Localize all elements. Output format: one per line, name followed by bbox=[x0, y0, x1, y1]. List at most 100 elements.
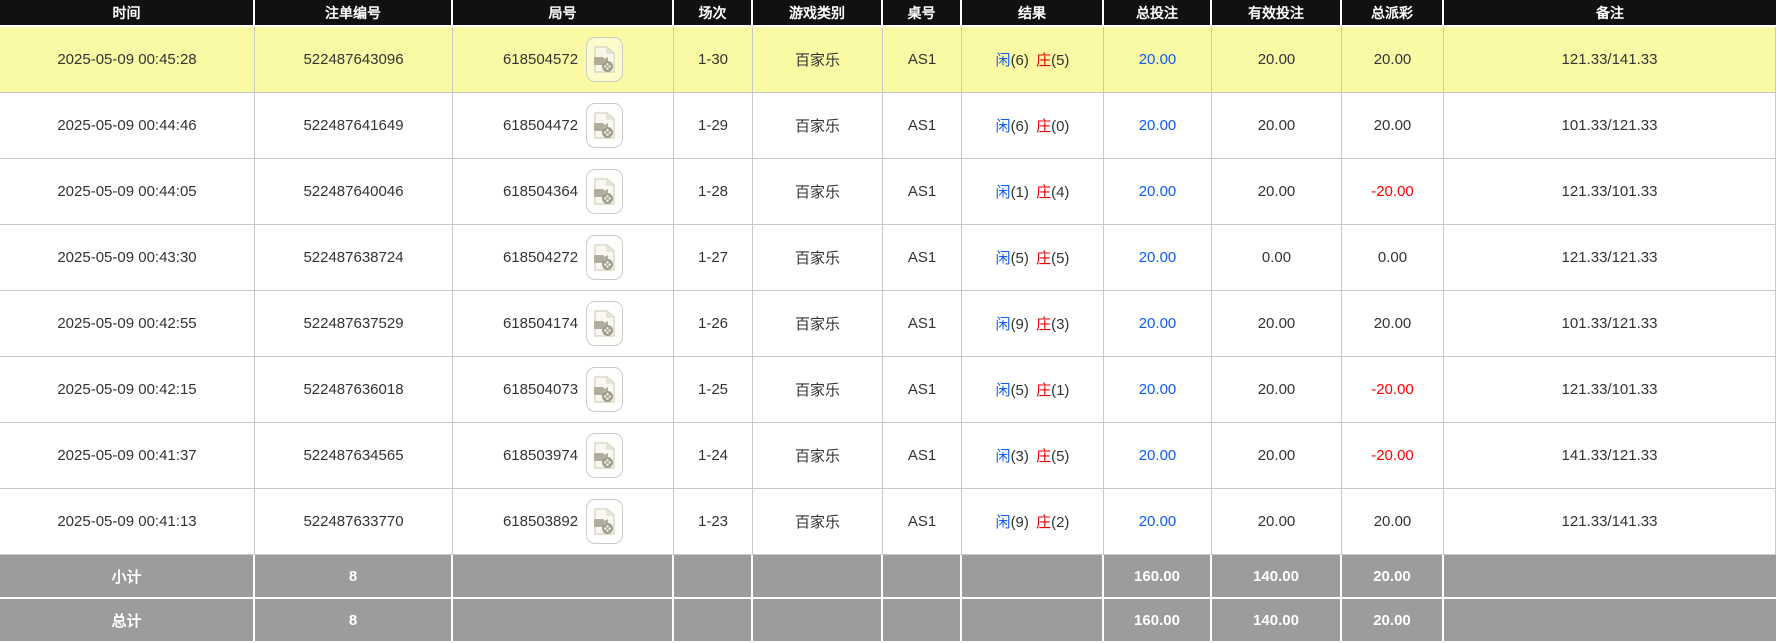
cell-round-id: 618504073 bbox=[453, 357, 674, 423]
round-id-group: 618504364 bbox=[457, 169, 669, 214]
result-player-score: (5) bbox=[1010, 382, 1029, 399]
subtotal-row: 小计 8 160.00 140.00 20.00 bbox=[0, 555, 1776, 599]
cell-round-id: 618504572 bbox=[453, 27, 674, 93]
round-id-group: 618504572 bbox=[457, 37, 669, 82]
total-bet-link[interactable]: 20.00 bbox=[1138, 117, 1177, 134]
col-header-game-type: 游戏类别 bbox=[753, 0, 883, 27]
total-label: 总计 bbox=[0, 599, 255, 643]
cell-time: 2025-05-09 00:41:37 bbox=[0, 423, 255, 489]
table-row[interactable]: 2025-05-09 00:44:46 522487641649 6185044… bbox=[0, 93, 1776, 159]
result-player-label: 闲 bbox=[995, 118, 1011, 135]
col-header-result: 结果 bbox=[962, 0, 1104, 27]
table-row[interactable]: 2025-05-09 00:43:30 522487638724 6185042… bbox=[0, 225, 1776, 291]
cell-bet-id: 522487634565 bbox=[255, 423, 453, 489]
result-banker-score: (0) bbox=[1051, 118, 1070, 135]
cell-total-bet: 20.00 bbox=[1104, 423, 1212, 489]
result-banker-label: 庄 bbox=[1036, 118, 1052, 135]
result-banker-label: 庄 bbox=[1036, 52, 1052, 69]
cell-remark: 121.33/121.33 bbox=[1444, 225, 1776, 291]
video-replay-button[interactable] bbox=[586, 235, 624, 280]
total-empty-round bbox=[453, 599, 674, 643]
table-row[interactable]: 2025-05-09 00:41:13 522487633770 6185038… bbox=[0, 489, 1776, 555]
result-banker-score: (5) bbox=[1051, 448, 1070, 465]
result-player-label: 闲 bbox=[995, 382, 1011, 399]
total-bet-link[interactable]: 20.00 bbox=[1138, 381, 1177, 398]
result-banker-label: 庄 bbox=[1036, 316, 1052, 333]
video-replay-button[interactable] bbox=[586, 433, 624, 478]
round-id-group: 618504472 bbox=[457, 103, 669, 148]
result-banker-label: 庄 bbox=[1036, 448, 1052, 465]
video-file-icon bbox=[594, 46, 616, 73]
table-row[interactable]: 2025-05-09 00:41:37 522487634565 6185039… bbox=[0, 423, 1776, 489]
result-banker-label: 庄 bbox=[1036, 184, 1052, 201]
result-player-score: (6) bbox=[1010, 52, 1029, 69]
total-bet-link[interactable]: 20.00 bbox=[1138, 51, 1177, 68]
cell-session: 1-28 bbox=[674, 159, 753, 225]
cell-payout: 20.00 bbox=[1342, 291, 1444, 357]
cell-game-type: 百家乐 bbox=[753, 93, 883, 159]
cell-remark: 101.33/121.33 bbox=[1444, 291, 1776, 357]
video-replay-button[interactable] bbox=[586, 301, 624, 346]
cell-game-type: 百家乐 bbox=[753, 291, 883, 357]
cell-remark: 121.33/141.33 bbox=[1444, 27, 1776, 93]
result-banker-score: (1) bbox=[1051, 382, 1070, 399]
total-empty-game bbox=[753, 599, 883, 643]
video-file-icon bbox=[594, 178, 616, 205]
total-bet-link[interactable]: 20.00 bbox=[1138, 249, 1177, 266]
table-row[interactable]: 2025-05-09 00:42:15 522487636018 6185040… bbox=[0, 357, 1776, 423]
table-row[interactable]: 2025-05-09 00:42:55 522487637529 6185041… bbox=[0, 291, 1776, 357]
cell-result: 闲(5) 庄(1) bbox=[962, 357, 1104, 423]
result-player-score: (9) bbox=[1010, 316, 1029, 333]
cell-round-id: 618503892 bbox=[453, 489, 674, 555]
total-empty-table bbox=[883, 599, 962, 643]
table-row[interactable]: 2025-05-09 00:44:05 522487640046 6185043… bbox=[0, 159, 1776, 225]
total-bet-link[interactable]: 20.00 bbox=[1138, 447, 1177, 464]
cell-session: 1-26 bbox=[674, 291, 753, 357]
cell-result: 闲(9) 庄(2) bbox=[962, 489, 1104, 555]
cell-valid-bet: 20.00 bbox=[1212, 27, 1342, 93]
cell-game-type: 百家乐 bbox=[753, 357, 883, 423]
video-replay-button[interactable] bbox=[586, 103, 624, 148]
col-header-session: 场次 bbox=[674, 0, 753, 27]
total-bet-link[interactable]: 20.00 bbox=[1138, 513, 1177, 530]
video-file-icon bbox=[594, 376, 616, 403]
result-banker-score: (3) bbox=[1051, 316, 1070, 333]
total-empty-remark bbox=[1444, 599, 1776, 643]
result-banker-score: (4) bbox=[1051, 184, 1070, 201]
video-replay-button[interactable] bbox=[586, 499, 624, 544]
result-player-score: (3) bbox=[1010, 448, 1029, 465]
result-player-score: (6) bbox=[1010, 118, 1029, 135]
cell-total-bet: 20.00 bbox=[1104, 357, 1212, 423]
cell-time: 2025-05-09 00:41:13 bbox=[0, 489, 255, 555]
cell-result: 闲(6) 庄(5) bbox=[962, 27, 1104, 93]
result-player-score: (5) bbox=[1010, 250, 1029, 267]
round-number: 618504472 bbox=[502, 117, 579, 134]
cell-game-type: 百家乐 bbox=[753, 27, 883, 93]
cell-total-bet: 20.00 bbox=[1104, 93, 1212, 159]
col-header-table-no: 桌号 bbox=[883, 0, 962, 27]
video-replay-button[interactable] bbox=[586, 169, 624, 214]
video-replay-button[interactable] bbox=[586, 37, 624, 82]
total-empty-session bbox=[674, 599, 753, 643]
round-id-group: 618504073 bbox=[457, 367, 669, 412]
cell-time: 2025-05-09 00:44:05 bbox=[0, 159, 255, 225]
cell-game-type: 百家乐 bbox=[753, 489, 883, 555]
cell-round-id: 618504174 bbox=[453, 291, 674, 357]
round-number: 618504174 bbox=[502, 315, 579, 332]
result-player-label: 闲 bbox=[995, 52, 1011, 69]
cell-remark: 121.33/101.33 bbox=[1444, 357, 1776, 423]
round-number: 618504572 bbox=[502, 51, 579, 68]
cell-bet-id: 522487643096 bbox=[255, 27, 453, 93]
video-replay-button[interactable] bbox=[586, 367, 624, 412]
result-player-label: 闲 bbox=[995, 184, 1011, 201]
cell-game-type: 百家乐 bbox=[753, 423, 883, 489]
video-file-icon bbox=[594, 310, 616, 337]
subtotal-empty-table bbox=[883, 555, 962, 599]
total-bet-link[interactable]: 20.00 bbox=[1138, 315, 1177, 332]
total-bet-link[interactable]: 20.00 bbox=[1138, 183, 1177, 200]
col-header-time: 时间 bbox=[0, 0, 255, 27]
col-header-remark: 备注 bbox=[1444, 0, 1776, 27]
result-player-score: (1) bbox=[1010, 184, 1029, 201]
col-header-round-id: 局号 bbox=[453, 0, 674, 27]
table-row[interactable]: 2025-05-09 00:45:28 522487643096 6185045… bbox=[0, 27, 1776, 93]
